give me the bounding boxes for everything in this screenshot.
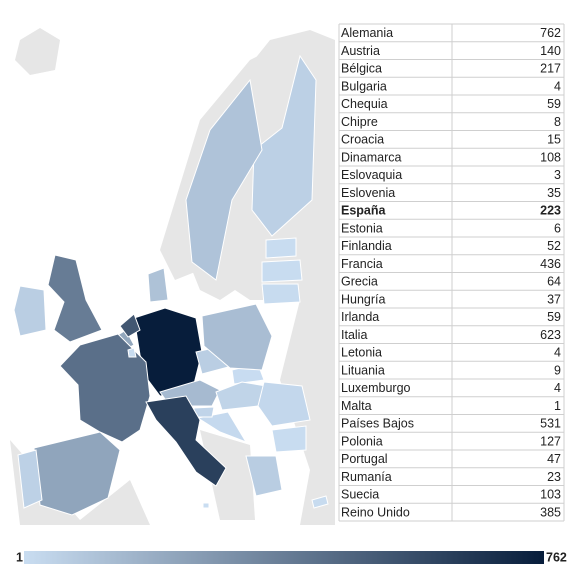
- country: [261, 283, 301, 305]
- country-value: 531: [540, 417, 561, 431]
- country-value: 64: [547, 275, 561, 289]
- country: [127, 347, 137, 358]
- country-name: Chequia: [341, 97, 388, 111]
- country-name: Francia: [341, 257, 383, 271]
- country-name: Italia: [341, 328, 367, 342]
- country-name: Eslovenia: [341, 186, 395, 200]
- country-value: 6: [554, 221, 561, 235]
- country-name: Estonia: [341, 221, 383, 235]
- country-value: 1: [554, 399, 561, 413]
- country: [47, 254, 103, 343]
- country-value: 623: [540, 328, 561, 342]
- country-value: 127: [540, 434, 561, 448]
- country-value: 37: [547, 292, 561, 306]
- country: [13, 285, 47, 337]
- data-table: Alemania 762 Austria 140 Bélgica 217 Bulgaria 4…: [338, 23, 565, 522]
- countries: [13, 54, 329, 516]
- country-value: 762: [540, 26, 561, 40]
- country-name: Austria: [341, 44, 380, 58]
- country-name: Eslovaquia: [341, 168, 402, 182]
- country-value: 15: [547, 133, 561, 147]
- country-value: 52: [547, 239, 561, 253]
- country: [201, 303, 273, 371]
- country-value: 436: [540, 257, 561, 271]
- country-name: Países Bajos: [341, 417, 414, 431]
- country: [119, 313, 141, 338]
- legend-max: 762: [546, 550, 567, 564]
- country-value: 47: [547, 452, 561, 466]
- country: [245, 455, 283, 497]
- country-value: 223: [540, 204, 561, 218]
- country-value: 35: [547, 186, 561, 200]
- country-name: Reino Unido: [341, 505, 410, 519]
- country: [147, 267, 169, 303]
- country-name: Bulgaria: [341, 79, 387, 93]
- country-name: Chipre: [341, 115, 378, 129]
- country: [265, 237, 297, 259]
- country: [145, 395, 227, 487]
- country: [59, 333, 151, 443]
- country-name: España: [341, 204, 387, 218]
- country: [311, 495, 329, 509]
- legend-bar: [24, 551, 544, 564]
- country-name: Luxemburgo: [341, 381, 411, 395]
- country-value: 217: [540, 62, 561, 76]
- country: [257, 381, 311, 427]
- country-value: 59: [547, 97, 561, 111]
- country-name: Malta: [341, 399, 372, 413]
- country-value: 23: [547, 470, 561, 484]
- country-value: 4: [554, 79, 561, 93]
- country-name: Grecia: [341, 275, 378, 289]
- country-value: 3: [554, 168, 561, 182]
- country-name: Portugal: [341, 452, 388, 466]
- country-name: Irlanda: [341, 310, 379, 324]
- country-name: Suecia: [341, 488, 379, 502]
- country: [271, 425, 307, 453]
- country: [17, 449, 43, 509]
- country-value: 8: [554, 115, 561, 129]
- country: [185, 78, 263, 281]
- country-value: 385: [540, 505, 561, 519]
- country-name: Hungría: [341, 292, 386, 306]
- country-value: 9: [554, 363, 561, 377]
- legend-min: 1: [16, 550, 23, 564]
- country: [261, 259, 303, 283]
- country-value: 59: [547, 310, 561, 324]
- country-name: Dinamarca: [341, 150, 401, 164]
- country-name: Bélgica: [341, 62, 382, 76]
- country: [196, 411, 248, 443]
- country-name: Lituania: [341, 363, 385, 377]
- country-name: Finlandia: [341, 239, 392, 253]
- color-legend: 1 762: [16, 550, 567, 564]
- country-name: Polonia: [341, 434, 383, 448]
- country-name: Letonia: [341, 346, 382, 360]
- country-value: 4: [554, 381, 561, 395]
- country: [202, 502, 210, 509]
- country-value: 103: [540, 488, 561, 502]
- country-name: Rumanía: [341, 470, 392, 484]
- country-value: 4: [554, 346, 561, 360]
- country-name: Alemania: [341, 26, 393, 40]
- country-name: Croacia: [341, 133, 384, 147]
- country: [251, 54, 317, 237]
- country-value: 108: [540, 150, 561, 164]
- country-value: 140: [540, 44, 561, 58]
